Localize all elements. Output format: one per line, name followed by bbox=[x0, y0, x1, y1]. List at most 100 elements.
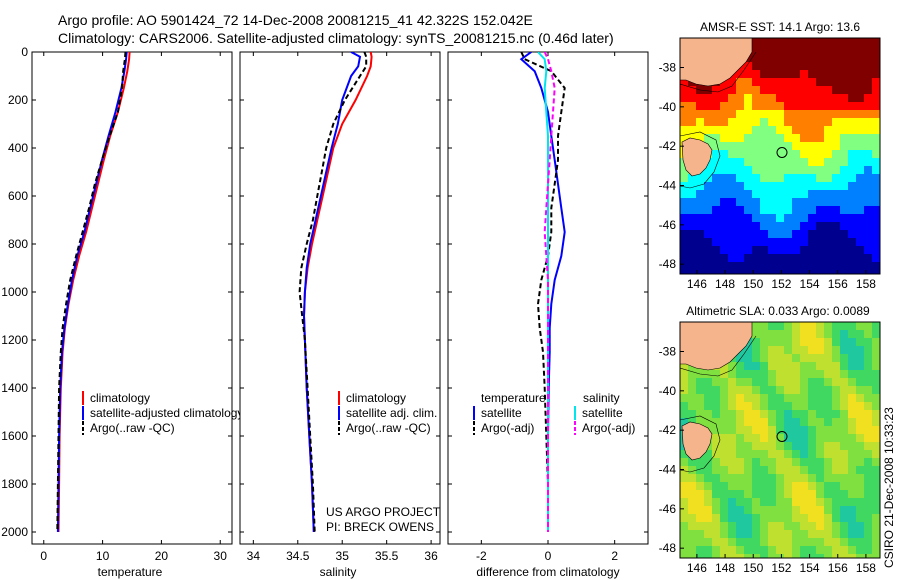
map-cell bbox=[872, 102, 880, 110]
map-cell bbox=[736, 490, 744, 498]
map-cell bbox=[816, 538, 824, 546]
sla-map-land bbox=[680, 322, 757, 473]
map-cell bbox=[832, 394, 840, 402]
map-cell bbox=[720, 182, 728, 190]
map-cell bbox=[768, 86, 776, 94]
map-cell bbox=[872, 370, 880, 378]
map-cell bbox=[752, 554, 760, 558]
map-cell bbox=[680, 134, 688, 142]
map-cell bbox=[728, 190, 736, 198]
map-cell bbox=[832, 506, 840, 514]
map-cell bbox=[784, 86, 792, 94]
map-cell bbox=[832, 434, 840, 442]
map-cell bbox=[848, 134, 856, 142]
map-cell bbox=[776, 506, 784, 514]
map-cell bbox=[808, 246, 816, 254]
map-cell bbox=[856, 54, 864, 62]
map-cell bbox=[776, 110, 784, 118]
map-cell bbox=[848, 458, 856, 466]
map-cell bbox=[752, 546, 760, 554]
map-cell bbox=[744, 394, 752, 402]
map-cell bbox=[696, 546, 704, 554]
map-cell bbox=[728, 118, 736, 126]
map-cell bbox=[800, 434, 808, 442]
map-cell bbox=[816, 54, 824, 62]
map-cell bbox=[848, 442, 856, 450]
map-cell bbox=[728, 78, 736, 86]
map-cell bbox=[680, 418, 688, 426]
map-cell bbox=[808, 54, 816, 62]
map-cell bbox=[872, 530, 880, 538]
map-cell bbox=[696, 126, 704, 134]
map-cell bbox=[824, 474, 832, 482]
map-cell bbox=[728, 246, 736, 254]
map-cell bbox=[720, 206, 728, 214]
map-cell bbox=[720, 254, 728, 262]
map-cell bbox=[760, 482, 768, 490]
map-cell bbox=[760, 214, 768, 222]
map-cell bbox=[832, 426, 840, 434]
map-x-tick-label: 152 bbox=[771, 277, 791, 291]
map-cell bbox=[752, 262, 760, 270]
map-cell bbox=[760, 394, 768, 402]
map-cell bbox=[752, 94, 760, 102]
map-cell bbox=[872, 78, 880, 86]
map-cell bbox=[848, 490, 856, 498]
map-cell bbox=[832, 262, 840, 270]
map-cell bbox=[776, 118, 784, 126]
map-cell bbox=[728, 458, 736, 466]
map-cell bbox=[816, 86, 824, 94]
map-cell bbox=[712, 418, 720, 426]
map-cell bbox=[736, 378, 744, 386]
map-cell bbox=[864, 442, 872, 450]
map-cell bbox=[848, 514, 856, 522]
map-cell bbox=[712, 262, 720, 270]
map-cell bbox=[808, 554, 816, 558]
map-cell bbox=[872, 166, 880, 174]
map-cell bbox=[712, 174, 720, 182]
map-cell bbox=[776, 346, 784, 354]
map-cell bbox=[704, 262, 712, 270]
map-cell bbox=[776, 546, 784, 554]
map-cell bbox=[848, 262, 856, 270]
map-cell bbox=[816, 126, 824, 134]
csiro-timestamp: CSIRO 21-Dec-2008 10:33:23 bbox=[882, 407, 896, 568]
map-cell bbox=[824, 238, 832, 246]
map-cell bbox=[824, 490, 832, 498]
map-cell bbox=[864, 182, 872, 190]
map-cell bbox=[680, 238, 688, 246]
map-cell bbox=[768, 166, 776, 174]
map-cell bbox=[704, 370, 712, 378]
temperature-panel: 0 10 20 30 0 200 400 600 800 1000 1200 1400 1600 1800… bbox=[1, 45, 243, 579]
map-cell bbox=[688, 554, 696, 558]
map-cell bbox=[776, 126, 784, 134]
map-cell bbox=[872, 442, 880, 450]
map-cell bbox=[784, 546, 792, 554]
map-cell bbox=[840, 54, 848, 62]
map-cell bbox=[840, 450, 848, 458]
map-cell bbox=[768, 346, 776, 354]
map-cell bbox=[744, 450, 752, 458]
salinity-lines bbox=[298, 52, 373, 533]
map-cell bbox=[848, 394, 856, 402]
map-cell bbox=[848, 254, 856, 262]
map-cell bbox=[688, 126, 696, 134]
map-cell bbox=[816, 530, 824, 538]
map-cell bbox=[824, 466, 832, 474]
map-cell bbox=[816, 450, 824, 458]
map-cell bbox=[824, 394, 832, 402]
map-cell bbox=[856, 354, 864, 362]
map-cell bbox=[800, 158, 808, 166]
series-line bbox=[56, 52, 127, 533]
map-cell bbox=[760, 254, 768, 262]
map-cell bbox=[704, 474, 712, 482]
map-cell bbox=[792, 246, 800, 254]
map-cell bbox=[752, 514, 760, 522]
map-cell bbox=[704, 554, 712, 558]
map-cell bbox=[704, 134, 712, 142]
map-cell bbox=[816, 514, 824, 522]
map-cell bbox=[832, 78, 840, 86]
map-cell bbox=[712, 458, 720, 466]
map-cell bbox=[712, 522, 720, 530]
map-cell bbox=[768, 370, 776, 378]
